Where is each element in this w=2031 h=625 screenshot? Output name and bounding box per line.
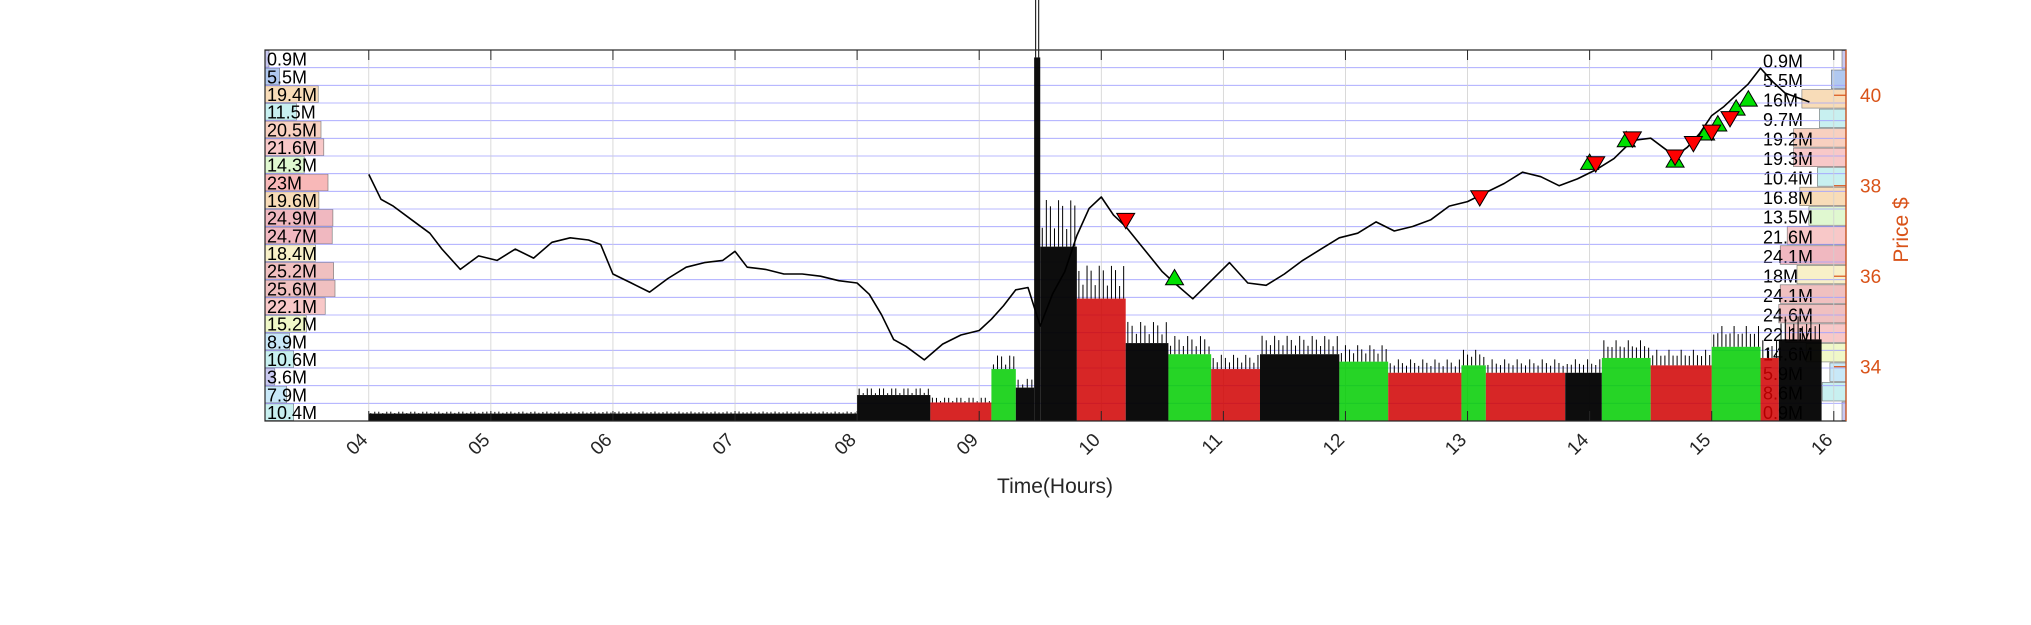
volume-bar <box>1125 343 1169 421</box>
profile-label-left: 7.9M <box>267 385 307 405</box>
profile-label-left: 8.9M <box>267 332 307 352</box>
profile-label-left: 21.6M <box>267 138 317 158</box>
volume-bar <box>1601 357 1651 421</box>
profile-label-right: 9.7M <box>1763 110 1803 130</box>
volume-profile-left: 0.9M5.5M19.4M11.5M20.5M21.6M14.3M23M19.6… <box>264 50 336 423</box>
profile-bar-right <box>1796 264 1847 285</box>
profile-label-left: 25.2M <box>267 262 317 282</box>
profile-label-right: 0.9M <box>1763 52 1803 72</box>
price-tick-label: 36 <box>1860 267 1881 288</box>
profile-label-left: 19.6M <box>267 191 317 211</box>
profile-label-left: 20.5M <box>267 120 317 140</box>
profile-label-left: 10.6M <box>267 350 317 370</box>
volume-bar <box>1034 57 1041 422</box>
price-line <box>368 67 1810 361</box>
profile-bar-right <box>1801 89 1847 109</box>
volume-profile-right: 0.9M5.5M16M9.7M19.2M19.3M10.4M16.8M13.5M… <box>1763 50 1847 423</box>
profile-label-left: 10.4M <box>267 403 317 423</box>
sell-marker <box>1469 190 1490 208</box>
volume-bar <box>1211 369 1260 421</box>
profile-label-left: 11.5M <box>267 103 316 123</box>
volume-bar <box>1565 372 1602 421</box>
volume-bar <box>1015 387 1035 421</box>
volume-bar <box>930 402 992 421</box>
profile-label-right: 16.8M <box>1763 188 1813 208</box>
volume-bar <box>991 369 1016 421</box>
sell-marker <box>1115 212 1136 230</box>
profile-label-right: 16M <box>1763 91 1798 111</box>
volume-bar <box>1485 372 1566 421</box>
x-axis-label: Time(Hours) <box>997 475 1113 498</box>
volume-bar <box>1778 339 1822 421</box>
price-tick-label: 40 <box>1860 86 1881 107</box>
volume-bar <box>1168 354 1212 421</box>
sell-marker <box>1585 156 1606 174</box>
profile-label-right: 24.1M <box>1763 247 1813 267</box>
profile-label-left: 24.7M <box>267 226 317 246</box>
volume-bar <box>1650 365 1712 421</box>
price-tick-label: 38 <box>1860 177 1881 198</box>
profile-label-right: 13.5M <box>1763 208 1813 228</box>
volume-bars <box>368 0 1822 422</box>
sell-marker <box>1720 111 1740 128</box>
sell-marker <box>1665 149 1685 167</box>
volume-bar <box>1259 354 1340 421</box>
sell-marker <box>1622 131 1643 149</box>
trade-markers <box>1115 89 1759 286</box>
profile-label-left: 18.4M <box>267 244 317 264</box>
profile-label-left: 3.6M <box>267 368 307 388</box>
profile-label-left: 14.3M <box>267 156 317 176</box>
profile-label-left: 24.9M <box>267 209 317 229</box>
profile-bar-right <box>1808 206 1847 226</box>
profile-label-right: 19.3M <box>1763 149 1813 169</box>
profile-label-left: 19.4M <box>267 85 317 105</box>
volume-bar <box>1461 365 1486 421</box>
price-line-layer <box>368 67 1810 361</box>
volume-bar <box>1040 246 1077 421</box>
buy-marker <box>1738 89 1759 107</box>
volume-bar <box>1076 298 1126 421</box>
profile-label-left: 23M <box>267 173 302 193</box>
profile-label-left: 25.6M <box>267 279 317 299</box>
sell-marker <box>1683 135 1704 153</box>
sell-marker <box>1701 124 1722 142</box>
profile-label-right: 10.4M <box>1763 169 1813 189</box>
profile-label-right: 24.1M <box>1763 286 1813 306</box>
profile-bar-right <box>1819 108 1847 128</box>
right-axis-label: Price $ <box>1890 197 1913 263</box>
profile-label-left: 0.9M <box>267 50 307 70</box>
volume-bar <box>1760 357 1779 421</box>
buy-marker <box>1164 268 1185 286</box>
profile-bar-right <box>1829 362 1847 382</box>
profile-label-right: 19.2M <box>1763 130 1813 150</box>
profile-bar-right <box>1817 167 1847 187</box>
profile-label-right: 5.5M <box>1763 71 1803 91</box>
profile-label-right: 21.6M <box>1763 227 1813 247</box>
volume-bar <box>1711 346 1761 421</box>
volume-bar <box>857 395 931 421</box>
volume-bar <box>1339 361 1389 421</box>
profile-label-left: 15.2M <box>267 315 317 335</box>
profile-label-right: 18M <box>1763 266 1798 286</box>
price-tick-labels: 34 36 38 40 <box>1834 50 1882 421</box>
price-tick-label: 34 <box>1860 358 1882 379</box>
profile-label-left: 5.5M <box>267 67 307 87</box>
volume-bar <box>1388 372 1462 421</box>
profile-label-left: 22.1M <box>267 297 317 317</box>
